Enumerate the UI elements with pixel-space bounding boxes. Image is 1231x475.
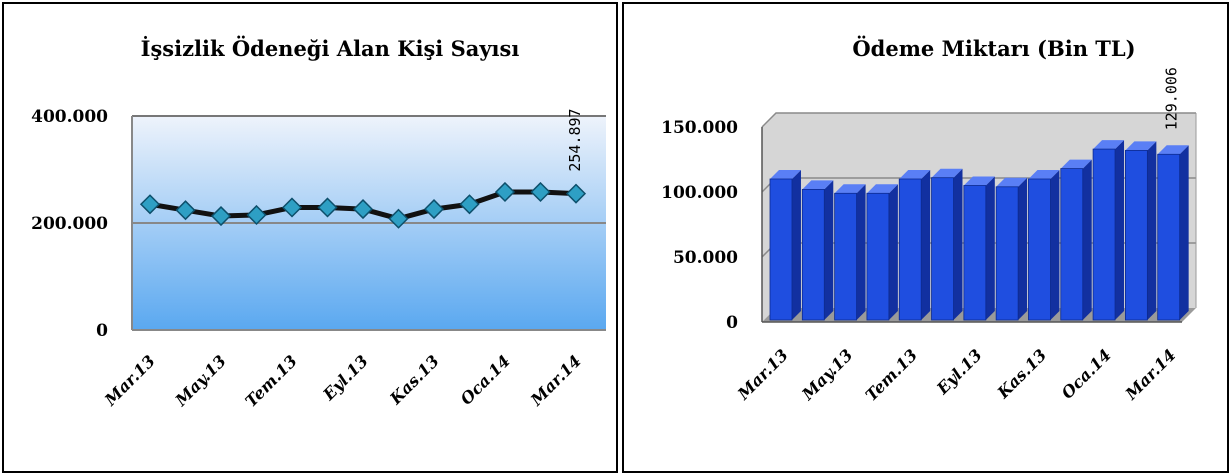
- x-tick-label: Eyl.13: [932, 345, 985, 398]
- y-tick-label: 100.000: [661, 183, 738, 203]
- bar-side: [824, 180, 834, 320]
- y-tick-label: 0: [726, 313, 738, 333]
- line-chart-panel: İşsizlik Ödeneği Alan Kişi Sayısı 400.000…: [2, 2, 618, 473]
- bar-top: [1125, 141, 1157, 151]
- bar: [801, 188, 825, 321]
- bar-side: [1179, 145, 1189, 320]
- data-point-marker: [175, 200, 196, 221]
- x-tick-label: Tem.13: [862, 345, 921, 404]
- y-tick-label: 400.000: [31, 107, 108, 127]
- bar-side: [791, 170, 801, 320]
- data-point-marker: [139, 194, 161, 215]
- y-tick-label: 150.000: [661, 118, 738, 138]
- y-tick-label: 200.000: [31, 214, 108, 234]
- data-point-marker: [210, 205, 232, 227]
- x-tick-label: Eyl.13: [319, 351, 372, 404]
- bar-chart-panel: Ödeme Miktarı (Bin TL) 150.000 100.000 50.0…: [622, 2, 1229, 473]
- bar-top: [834, 184, 866, 194]
- bar-top: [996, 177, 1028, 187]
- x-tick-label: Mar.13: [100, 351, 159, 410]
- bar-side: [1115, 140, 1125, 320]
- bar: [769, 178, 793, 321]
- data-label: 129.006: [1163, 67, 1181, 130]
- bar: [995, 186, 1019, 321]
- data-point-marker: [494, 181, 516, 203]
- bar: [866, 192, 890, 321]
- data-point-marker: [565, 183, 587, 204]
- data-point-marker: [246, 204, 267, 226]
- bar-top: [770, 170, 801, 179]
- x-tick-label: Mar.14: [526, 351, 585, 410]
- bar-top: [1093, 140, 1125, 150]
- x-tick-label: Oca.14: [457, 351, 514, 408]
- data-point-marker: [317, 197, 338, 218]
- x-tick-label: Tem.13: [241, 351, 300, 410]
- bar-side: [953, 168, 963, 320]
- chart-title: İşsizlik Ödeneği Alan Kişi Sayısı: [141, 36, 520, 61]
- data-point-marker: [388, 208, 409, 229]
- x-tick-label: Oca.14: [1058, 345, 1115, 402]
- bar-top: [802, 180, 834, 190]
- y-tick-label: 0: [96, 321, 108, 341]
- bar: [834, 192, 857, 321]
- bar-side: [1018, 177, 1028, 320]
- gridline: [761, 112, 1196, 128]
- bar-side: [888, 184, 898, 320]
- data-point-marker: [423, 199, 445, 220]
- bar-side: [1050, 170, 1060, 320]
- bar: [1092, 148, 1116, 321]
- bar-top: [931, 168, 963, 178]
- bar-chart: Ödeme Miktarı (Bin TL) 150.000 100.000 50.0…: [661, 36, 1197, 405]
- data-point-marker: [352, 199, 374, 220]
- bar-top: [1060, 159, 1092, 169]
- x-tick-label: May.13: [797, 345, 856, 404]
- chart-title: Ödeme Miktarı (Bin TL): [852, 36, 1135, 61]
- x-tick-label: Kas.13: [385, 351, 442, 408]
- bar-side: [985, 176, 995, 320]
- bar-top: [866, 184, 898, 194]
- bar: [1124, 149, 1148, 321]
- data-point-marker: [281, 197, 303, 218]
- data-point-marker: [530, 181, 551, 203]
- data-point-marker: [459, 194, 480, 215]
- x-tick-label: May.13: [171, 351, 230, 410]
- bar-top: [1028, 170, 1060, 179]
- y-tick-label: 50.000: [673, 248, 738, 268]
- x-tick-label: Mar.14: [1121, 345, 1180, 404]
- line-chart: İşsizlik Ödeneği Alan Kişi Sayısı 400.000…: [31, 36, 606, 411]
- bar-side: [1147, 141, 1157, 320]
- x-tick-label: Mar.13: [733, 345, 792, 404]
- bar: [1060, 168, 1084, 321]
- bar: [898, 178, 922, 321]
- bar: [931, 177, 954, 321]
- bar: [1157, 153, 1181, 321]
- bar-side: [921, 170, 931, 320]
- x-tick-label: Kas.13: [993, 345, 1050, 402]
- bar-top: [899, 170, 931, 179]
- bar: [1028, 178, 1051, 321]
- data-label: 254.897: [566, 108, 584, 171]
- bar-top: [963, 176, 995, 186]
- bar: [963, 185, 987, 321]
- bar-side: [856, 184, 866, 320]
- bar-side: [1082, 159, 1092, 320]
- bar-top: [1157, 145, 1189, 155]
